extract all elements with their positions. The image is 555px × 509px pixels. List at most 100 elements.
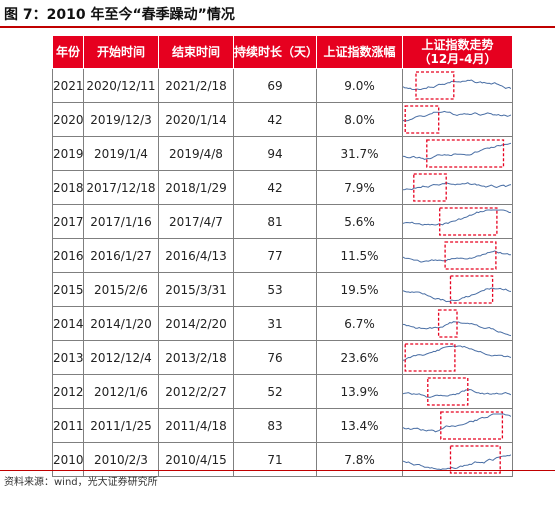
trend-sparkline — [402, 340, 513, 375]
cell-gain: 31.7% — [316, 136, 403, 171]
cell-end: 2021/2/18 — [158, 68, 234, 103]
cell-year: 2021 — [52, 68, 84, 103]
cell-days: 52 — [233, 374, 317, 409]
cell-gain: 19.5% — [316, 272, 403, 307]
index-line — [403, 142, 511, 160]
trend-sparkline — [402, 136, 513, 171]
cell-gain: 8.0% — [316, 102, 403, 137]
cell-days: 76 — [233, 340, 317, 375]
table-header-row: 年份 开始时间 结束时间 持续时长（天） 上证指数涨幅 上证指数走势 （12月-… — [52, 35, 513, 69]
table-row: 2010 2010/2/3 2010/4/15 71 7.8% — [52, 442, 513, 477]
table-row: 2021 2020/12/11 2021/2/18 69 9.0% — [52, 68, 513, 103]
header-gain: 上证指数涨幅 — [316, 35, 403, 69]
cell-year: 2016 — [52, 238, 84, 273]
figure-title: 图 7：2010 年至今“春季躁动”情况 — [4, 7, 235, 23]
cell-end: 2014/2/20 — [158, 306, 234, 341]
trend-sparkline — [402, 170, 513, 205]
cell-start: 2019/12/3 — [83, 102, 159, 137]
cell-days: 42 — [233, 170, 317, 205]
cell-end: 2016/4/13 — [158, 238, 234, 273]
trend-sparkline — [402, 272, 513, 307]
cell-start: 2012/1/6 — [83, 374, 159, 409]
cell-gain: 23.6% — [316, 340, 403, 375]
cell-days: 42 — [233, 102, 317, 137]
cell-start: 2011/1/25 — [83, 408, 159, 443]
cell-start: 2020/12/11 — [83, 68, 159, 103]
index-line — [403, 287, 511, 303]
cell-days: 31 — [233, 306, 317, 341]
sparkline-svg — [403, 139, 511, 168]
rally-period-box — [413, 173, 447, 202]
cell-days: 81 — [233, 204, 317, 239]
cell-year: 2018 — [52, 170, 84, 205]
index-line — [403, 454, 511, 471]
cell-year: 2010 — [52, 442, 84, 477]
cell-end: 2012/2/27 — [158, 374, 234, 409]
sparkline-svg — [403, 411, 511, 440]
index-line — [403, 388, 511, 398]
cell-end: 2011/4/18 — [158, 408, 234, 443]
rally-period-box — [437, 309, 458, 338]
cell-year: 2015 — [52, 272, 84, 307]
trend-sparkline — [402, 238, 513, 273]
cell-gain: 13.9% — [316, 374, 403, 409]
cell-year: 2013 — [52, 340, 84, 375]
cell-days: 71 — [233, 442, 317, 477]
header-year: 年份 — [52, 35, 84, 69]
cell-end: 2020/1/14 — [158, 102, 234, 137]
index-line — [403, 250, 511, 263]
cell-end: 2018/1/29 — [158, 170, 234, 205]
bottom-rule — [0, 470, 555, 471]
table-row: 2013 2012/12/4 2013/2/18 76 23.6% — [52, 340, 513, 375]
table-row: 2012 2012/1/6 2012/2/27 52 13.9% — [52, 374, 513, 409]
sparkline-svg — [403, 71, 511, 100]
sparkline-svg — [403, 173, 511, 202]
index-line — [403, 209, 511, 226]
cell-year: 2012 — [52, 374, 84, 409]
index-line — [403, 345, 511, 361]
table-row: 2019 2019/1/4 2019/4/8 94 31.7% — [52, 136, 513, 171]
header-days: 持续时长（天） — [233, 35, 318, 69]
sparkline-svg — [403, 241, 511, 270]
sparkline-svg — [403, 275, 511, 304]
trend-sparkline — [402, 68, 513, 103]
cell-gain: 7.8% — [316, 442, 403, 477]
table-row: 2015 2015/2/6 2015/3/31 53 19.5% — [52, 272, 513, 307]
cell-start: 2014/1/20 — [83, 306, 159, 341]
table-row: 2011 2011/1/25 2011/4/18 83 13.4% — [52, 408, 513, 443]
sparkline-svg — [403, 377, 511, 406]
index-line — [403, 79, 511, 90]
cell-gain: 5.6% — [316, 204, 403, 239]
cell-days: 77 — [233, 238, 317, 273]
rally-period-box — [449, 275, 494, 304]
trend-sparkline — [402, 442, 513, 477]
cell-year: 2014 — [52, 306, 84, 341]
table-row: 2020 2019/12/3 2020/1/14 42 8.0% — [52, 102, 513, 137]
spring-rally-table: 年份 开始时间 结束时间 持续时长（天） 上证指数涨幅 上证指数走势 （12月-… — [52, 35, 513, 477]
cell-start: 2017/1/16 — [83, 204, 159, 239]
cell-gain: 6.7% — [316, 306, 403, 341]
rally-period-box — [404, 105, 440, 134]
cell-year: 2017 — [52, 204, 84, 239]
cell-end: 2019/4/8 — [158, 136, 234, 171]
cell-start: 2017/12/18 — [83, 170, 159, 205]
rally-period-box — [439, 207, 498, 236]
trend-sparkline — [402, 204, 513, 239]
cell-start: 2010/2/3 — [83, 442, 159, 477]
index-line — [403, 181, 511, 191]
cell-days: 83 — [233, 408, 317, 443]
rally-period-box — [444, 241, 497, 270]
cell-gain: 7.9% — [316, 170, 403, 205]
cell-end: 2017/4/7 — [158, 204, 234, 239]
rally-period-box — [440, 411, 504, 440]
sparkline-svg — [403, 105, 511, 134]
rally-period-box — [449, 445, 501, 474]
index-line — [403, 413, 511, 433]
cell-year: 2019 — [52, 136, 84, 171]
cell-gain: 11.5% — [316, 238, 403, 273]
cell-year: 2020 — [52, 102, 84, 137]
cell-end: 2010/4/15 — [158, 442, 234, 477]
title-bar: 图 7：2010 年至今“春季躁动”情况 — [0, 0, 555, 28]
cell-year: 2011 — [52, 408, 84, 443]
rally-period-box — [404, 343, 456, 372]
